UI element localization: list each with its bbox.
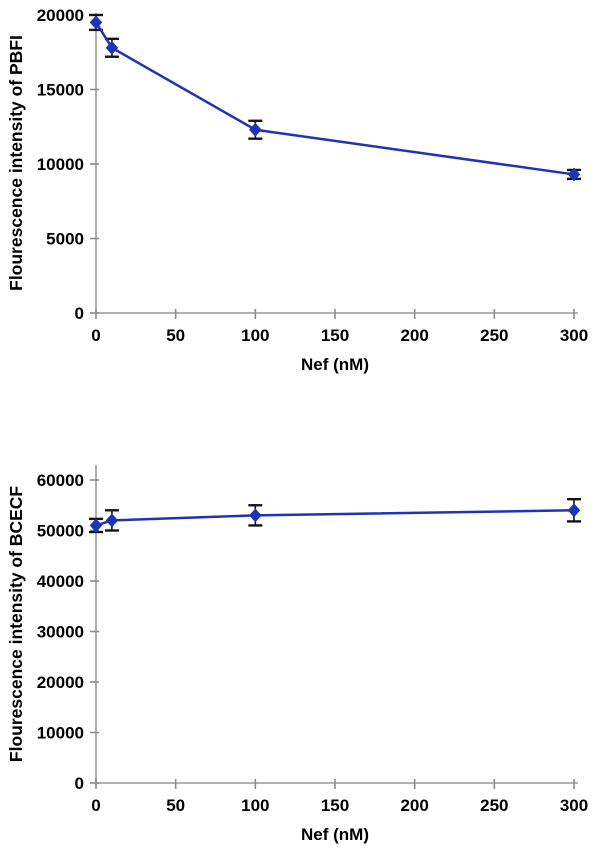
- data-point: [567, 167, 581, 182]
- series-line: [94, 21, 576, 176]
- x-tick-label: 200: [400, 326, 428, 345]
- x-axis-title: Nef (nM): [301, 355, 369, 374]
- y-tick-label: 50000: [37, 522, 84, 541]
- y-tick-label: 10000: [37, 724, 84, 743]
- chart-pbfi: 0 5000 10000 15000 20000 0 50 100 150 200 250 300 Ne…: [6, 6, 588, 374]
- y-axis-title: Flourescence intensity of PBFI: [6, 35, 26, 291]
- y-tick-label: 60000: [37, 471, 84, 490]
- x-tick-label: 250: [480, 326, 508, 345]
- y-axis-title: Flourescence intensity of BCECF: [6, 486, 26, 762]
- x-tick-label: 0: [91, 326, 100, 345]
- data-point: [89, 518, 103, 533]
- data-point: [249, 123, 262, 137]
- y-tick-label: 5000: [46, 230, 84, 249]
- data-point: [105, 41, 119, 55]
- y-tick-label: 20000: [37, 6, 84, 25]
- x-tick-label: 150: [321, 326, 349, 345]
- x-tick-label: 50: [166, 326, 185, 345]
- x-tick-label: 100: [241, 796, 269, 815]
- x-tick-label: 100: [241, 326, 269, 345]
- y-tick-label: 30000: [37, 623, 84, 642]
- x-tick-label: 150: [321, 796, 349, 815]
- x-tick-label: 200: [400, 796, 428, 815]
- series-line: [94, 509, 576, 527]
- chart-bcecf: 0 10000 20000 30000 40000 50000 60000 0 50 100 150…: [6, 465, 588, 844]
- y-tick-label: 20000: [37, 673, 84, 692]
- data-point: [105, 513, 119, 528]
- y-tick-label: 10000: [37, 155, 84, 174]
- data-point: [89, 15, 103, 30]
- x-tick-label: 300: [560, 326, 588, 345]
- x-tick-label: 250: [480, 796, 508, 815]
- x-axis-title: Nef (nM): [301, 825, 369, 844]
- y-tick-label: 15000: [37, 81, 84, 100]
- x-tick-label: 300: [560, 796, 588, 815]
- data-point: [249, 508, 262, 523]
- data-point: [567, 503, 581, 517]
- y-tick-label: 0: [75, 304, 84, 323]
- x-tick-label: 50: [166, 796, 185, 815]
- y-tick-label: 0: [75, 774, 84, 793]
- x-tick-label: 0: [91, 796, 100, 815]
- y-tick-label: 40000: [37, 572, 84, 591]
